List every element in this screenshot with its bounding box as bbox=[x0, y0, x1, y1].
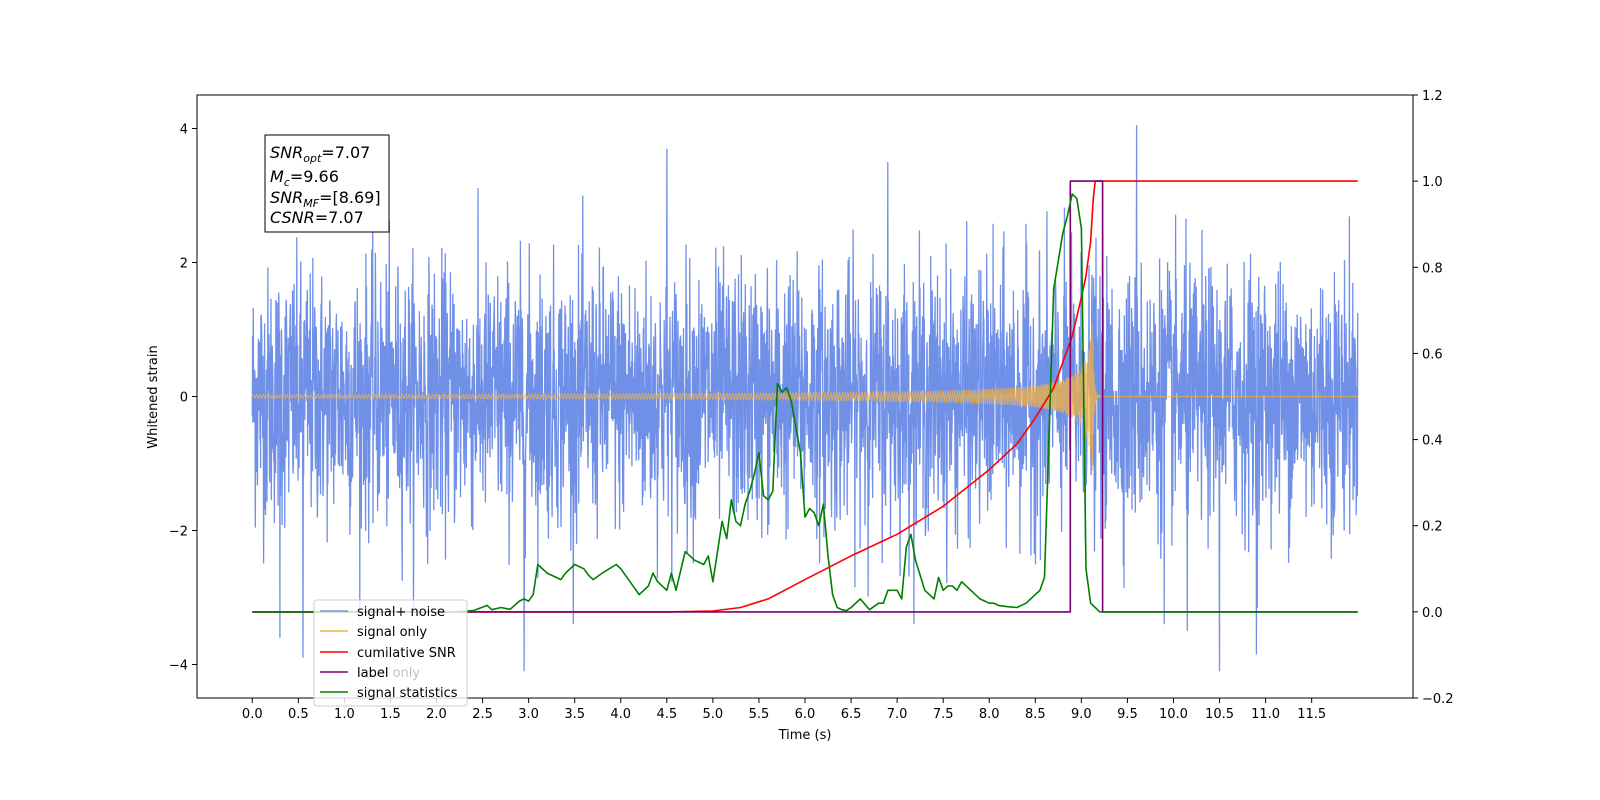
annotation-box: SNRopt=7.07 Mc=9.66 SNRMF=[8.69] CSNR=7.… bbox=[264, 134, 390, 233]
annotation-frame bbox=[264, 134, 390, 233]
series-layer bbox=[251, 125, 1359, 672]
x-tick-label: 2.5 bbox=[472, 707, 493, 722]
x-tick-label: 6.5 bbox=[841, 707, 862, 722]
legend: label only signal+ noise signal only cum… bbox=[313, 599, 468, 707]
x-tick-label: 4.5 bbox=[656, 707, 677, 722]
x-tick-label: 9.0 bbox=[1071, 707, 1092, 722]
x-tick-label: 1.5 bbox=[380, 707, 401, 722]
x-tick-label: 0.5 bbox=[288, 707, 309, 722]
y-left-tick-label: 4 bbox=[180, 123, 188, 138]
series-cumilative-snr bbox=[252, 180, 1358, 613]
y-right-tick-label: 0.8 bbox=[1422, 261, 1443, 276]
y-right-tick-label: 0.4 bbox=[1422, 434, 1443, 449]
x-tick-label: 10.5 bbox=[1205, 707, 1234, 722]
legend-label-signal-noise: signal+ noise bbox=[357, 605, 445, 620]
annotation-csnr: CSNR=7.07 bbox=[270, 208, 364, 227]
y-right-tick-label: 0.2 bbox=[1422, 520, 1443, 535]
y-right-tick-label: 1.0 bbox=[1422, 175, 1443, 190]
legend-label-signal-statistics: signal statistics bbox=[357, 686, 458, 701]
series-signal-noise bbox=[251, 125, 1359, 672]
legend-entry-cumulative-snr: cumilative SNR bbox=[320, 646, 456, 661]
x-tick-label: 2.0 bbox=[426, 707, 447, 722]
x-tick-label: 11.5 bbox=[1297, 707, 1326, 722]
annotation-mc: Mc=9.66 bbox=[270, 167, 339, 189]
x-tick-label: 0.0 bbox=[242, 707, 263, 722]
x-axis-label: Time (s) bbox=[778, 728, 832, 743]
y-left-axis-ticks: −4 −2 0 2 4 bbox=[169, 123, 197, 674]
annotation-snr-opt: SNRopt=7.07 bbox=[270, 143, 370, 165]
legend-label-label: label bbox=[357, 666, 388, 681]
x-tick-label: 1.0 bbox=[334, 707, 355, 722]
annotation-snr-mf: SNRMF=[8.69] bbox=[270, 188, 381, 210]
y-left-tick-label: 0 bbox=[180, 391, 188, 406]
x-tick-label: 8.0 bbox=[979, 707, 1000, 722]
y-left-tick-label: −4 bbox=[169, 659, 188, 674]
x-tick-label: 11.0 bbox=[1251, 707, 1280, 722]
x-tick-label: 6.0 bbox=[795, 707, 816, 722]
y-right-axis-ticks: −0.2 0.0 0.2 0.4 0.6 0.8 1.0 1.2 bbox=[1413, 89, 1454, 707]
x-tick-label: 5.0 bbox=[703, 707, 724, 722]
x-tick-label: 10.0 bbox=[1159, 707, 1188, 722]
legend-ghost-text: label only bbox=[357, 666, 420, 681]
legend-entry-signal-noise: signal+ noise bbox=[320, 605, 445, 620]
x-tick-label: 5.5 bbox=[749, 707, 770, 722]
y-axis-label: Whitened strain bbox=[146, 345, 161, 448]
y-right-tick-label: 1.2 bbox=[1422, 89, 1443, 104]
y-right-tick-label: −0.2 bbox=[1422, 692, 1454, 707]
x-tick-label: 7.5 bbox=[933, 707, 954, 722]
legend-label-cumulative-snr: cumilative SNR bbox=[357, 646, 456, 661]
x-tick-label: 8.5 bbox=[1025, 707, 1046, 722]
y-left-tick-label: −2 bbox=[169, 525, 188, 540]
x-tick-label: 7.0 bbox=[887, 707, 908, 722]
legend-label-signal-only: signal only bbox=[357, 625, 427, 640]
x-tick-label: 3.5 bbox=[564, 707, 585, 722]
legend-frame bbox=[313, 599, 468, 707]
y-right-tick-label: 0.0 bbox=[1422, 606, 1443, 621]
y-right-tick-label: 0.6 bbox=[1422, 347, 1443, 362]
x-tick-label: 4.0 bbox=[610, 707, 631, 722]
series-signal-only bbox=[251, 324, 1358, 471]
legend-entry-label: label bbox=[320, 666, 388, 681]
x-tick-label: 9.5 bbox=[1117, 707, 1138, 722]
x-axis-ticks: 0.0 0.5 1.0 1.5 2.0 2.5 3.0 3.5 4.0 4.5 5.0 5.5 6.0 6… bbox=[242, 698, 1326, 722]
legend-entry-signal-only: signal only bbox=[320, 625, 427, 640]
legend-entry-signal-statistics: signal statistics bbox=[320, 686, 458, 701]
x-tick-label: 3.0 bbox=[518, 707, 539, 722]
series-signal-statistics bbox=[252, 193, 1358, 613]
y-left-tick-label: 2 bbox=[180, 257, 188, 272]
